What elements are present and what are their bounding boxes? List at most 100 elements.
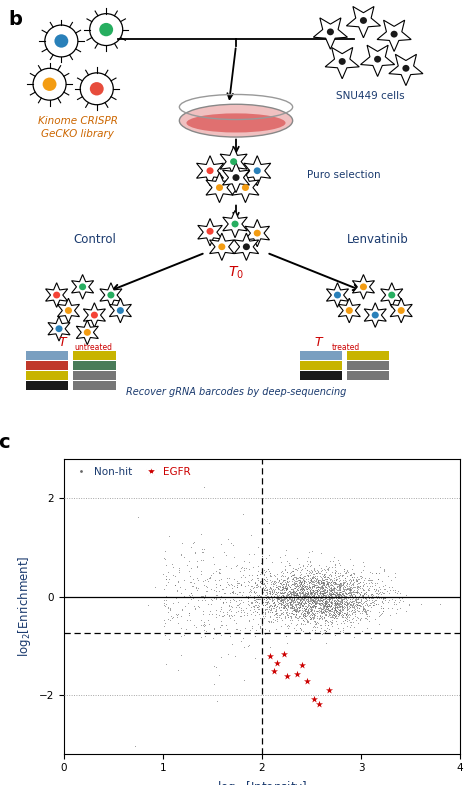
Point	[343, 615, 350, 627]
Point	[306, 587, 314, 600]
Point	[301, 592, 309, 604]
Point	[303, 613, 310, 626]
Point	[288, 586, 296, 599]
Point	[323, 599, 330, 612]
Point	[194, 601, 202, 613]
Point	[292, 604, 299, 617]
Point	[252, 595, 259, 608]
Point	[355, 604, 363, 617]
Point	[307, 604, 315, 616]
Point	[343, 593, 350, 605]
Point	[354, 596, 362, 608]
Polygon shape	[364, 303, 386, 327]
Point	[321, 586, 329, 599]
Point	[311, 597, 319, 609]
Point	[360, 579, 367, 591]
Point	[162, 597, 169, 610]
Point	[284, 604, 291, 616]
Point	[322, 608, 329, 621]
Point	[330, 582, 338, 594]
Point	[298, 591, 305, 604]
Point	[329, 580, 337, 593]
Point	[339, 585, 346, 597]
Point	[287, 558, 294, 571]
Point	[280, 598, 288, 611]
Point	[237, 606, 245, 619]
Point	[296, 623, 303, 635]
Point	[283, 575, 291, 587]
Point	[292, 576, 300, 589]
Point	[333, 595, 340, 608]
Point	[306, 609, 313, 622]
Point	[304, 587, 312, 600]
Point	[354, 611, 361, 623]
Point	[310, 590, 317, 602]
Point	[362, 598, 369, 611]
Point	[342, 609, 349, 622]
Point	[272, 580, 280, 593]
Point	[271, 605, 279, 618]
Point	[293, 579, 301, 592]
Point	[380, 586, 388, 599]
Point	[347, 588, 354, 601]
Point	[160, 619, 168, 632]
Point	[285, 579, 292, 591]
Point	[361, 587, 368, 600]
Point	[327, 598, 335, 611]
Point	[366, 566, 374, 579]
Point	[347, 598, 354, 611]
Point	[349, 598, 356, 611]
Point	[287, 570, 295, 582]
Point	[309, 586, 316, 598]
Point	[306, 583, 313, 596]
Point	[278, 579, 286, 591]
Point	[327, 604, 334, 616]
Point	[322, 601, 330, 614]
Point	[330, 582, 337, 595]
Point	[356, 580, 364, 593]
Point	[379, 602, 387, 615]
Point	[270, 585, 278, 597]
Point	[282, 577, 290, 590]
Point	[340, 607, 348, 619]
Point	[308, 595, 316, 608]
Point	[223, 550, 230, 562]
Point	[290, 582, 297, 595]
Point	[225, 579, 232, 592]
Point	[334, 589, 341, 601]
Point	[201, 543, 208, 556]
Point	[292, 608, 300, 620]
Point	[313, 583, 321, 596]
Point	[162, 590, 169, 603]
Point	[222, 596, 230, 608]
Point	[294, 584, 301, 597]
Point	[354, 586, 362, 599]
Point	[236, 586, 243, 598]
Point	[253, 606, 261, 619]
Point	[337, 584, 344, 597]
Point	[293, 604, 300, 616]
Point	[316, 624, 323, 637]
Point	[292, 601, 300, 613]
Point	[348, 604, 356, 616]
Point	[353, 574, 361, 586]
Point	[291, 596, 298, 608]
Point	[303, 590, 311, 603]
Point	[320, 591, 328, 604]
Point	[203, 573, 211, 586]
Point	[342, 596, 350, 608]
Point	[341, 614, 349, 626]
Point	[341, 581, 349, 593]
Point	[282, 605, 289, 618]
Point	[351, 608, 359, 620]
Point	[235, 577, 242, 590]
Point	[320, 605, 328, 618]
Point	[313, 586, 321, 598]
Point	[211, 623, 218, 636]
Point	[324, 578, 331, 590]
Point	[324, 578, 331, 590]
Point	[253, 598, 260, 611]
Point	[294, 572, 301, 585]
Point	[280, 582, 288, 595]
Point	[317, 589, 325, 601]
